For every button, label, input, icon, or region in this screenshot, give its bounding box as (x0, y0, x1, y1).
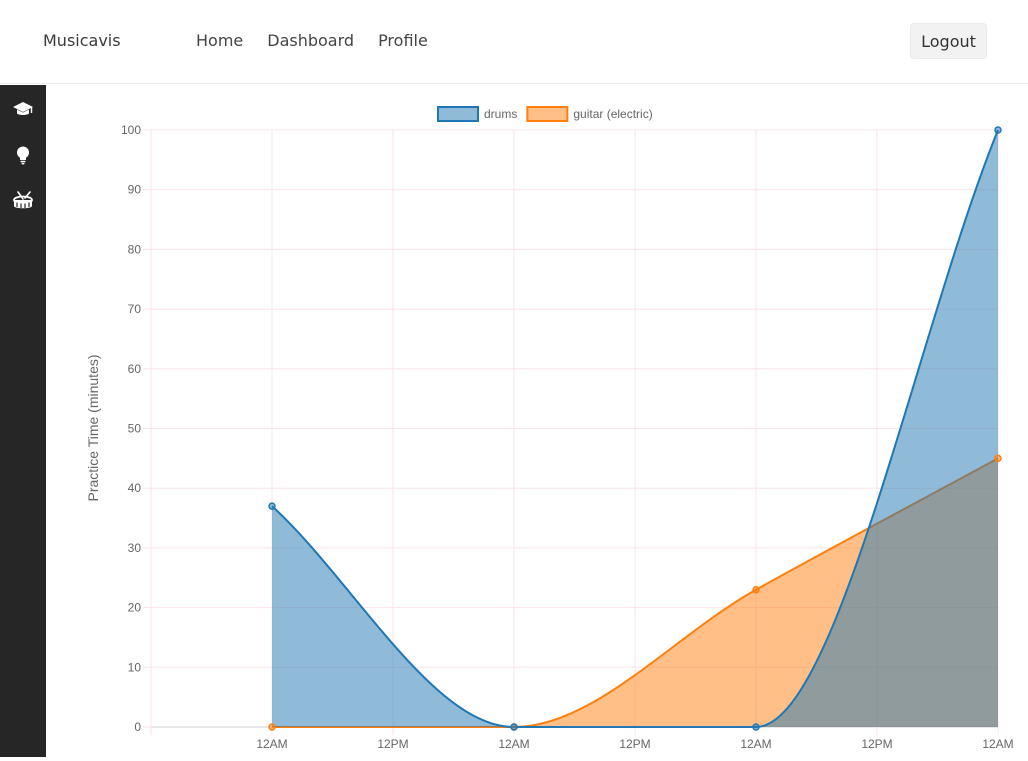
legend-swatch-0 (437, 106, 479, 122)
drum-icon (13, 191, 33, 209)
y-tick-label: 40 (128, 481, 142, 495)
data-point (994, 454, 1002, 463)
legend-swatch-1 (526, 106, 569, 122)
chart-points (268, 126, 1002, 731)
sidebar-item-instruments[interactable] (0, 181, 46, 221)
x-tick-label: 12PM (377, 737, 408, 751)
data-point (268, 502, 276, 510)
legend-label-0: drums (484, 107, 517, 121)
x-tick-label: 12AM (256, 737, 287, 751)
x-tick-label: 12PM (619, 737, 650, 751)
navbar: Musicavis Home Dashboard Profile Logout (0, 0, 1028, 84)
y-tick-label: 20 (128, 601, 142, 615)
data-point (268, 723, 276, 731)
data-point (752, 723, 760, 731)
x-tick-label: 12AM (982, 737, 1013, 751)
y-tick-label: 0 (134, 720, 141, 734)
y-tick-label: 80 (128, 242, 142, 256)
y-tick-label: 100 (121, 123, 141, 137)
y-tick-label: 70 (128, 302, 142, 316)
chart-area: 0 10 20 30 40 50 60 70 80 90 100 12AM 12PM 12AM 12PM 12… (46, 85, 1028, 757)
nav-profile-link[interactable]: Profile (378, 31, 428, 50)
series-line-0 (271, 129, 999, 728)
x-tick-label: 12AM (498, 737, 529, 751)
logout-button[interactable]: Logout (910, 23, 987, 59)
y-axis-label: Practice Time (minutes) (85, 354, 101, 501)
x-tick-label: 12AM (740, 737, 771, 751)
graduation-cap-icon (13, 102, 33, 115)
data-point (994, 126, 1002, 134)
nav-home-link[interactable]: Home (196, 31, 244, 50)
lightbulb-icon (17, 146, 29, 165)
legend-label-1: guitar (electric) (573, 107, 652, 121)
y-tick-label: 90 (128, 183, 142, 197)
chart-axes: 0 10 20 30 40 50 60 70 80 90 100 12AM 12PM 12AM 12PM 12… (121, 123, 1014, 751)
y-tick-label: 60 (128, 362, 142, 376)
series-area-0 (272, 130, 998, 727)
data-point (752, 585, 760, 594)
brand-link[interactable]: Musicavis (43, 31, 121, 50)
sidebar-item-lessons[interactable] (0, 89, 46, 129)
sidebar-item-ideas[interactable] (0, 135, 46, 175)
nav-dashboard-link[interactable]: Dashboard (267, 31, 355, 50)
chart-areas (271, 129, 999, 728)
y-tick-label: 30 (128, 541, 142, 555)
nav-links: Home Dashboard Profile (196, 31, 428, 50)
y-tick-label: 10 (128, 660, 142, 674)
data-point (510, 723, 518, 731)
y-tick-label: 50 (128, 422, 142, 436)
chart-legend: drums guitar (electric) (437, 106, 653, 122)
x-tick-label: 12PM (861, 737, 892, 751)
sidebar (0, 85, 46, 757)
practice-time-chart: 0 10 20 30 40 50 60 70 80 90 100 12AM 12PM 12AM 12PM 12… (85, 106, 1014, 751)
